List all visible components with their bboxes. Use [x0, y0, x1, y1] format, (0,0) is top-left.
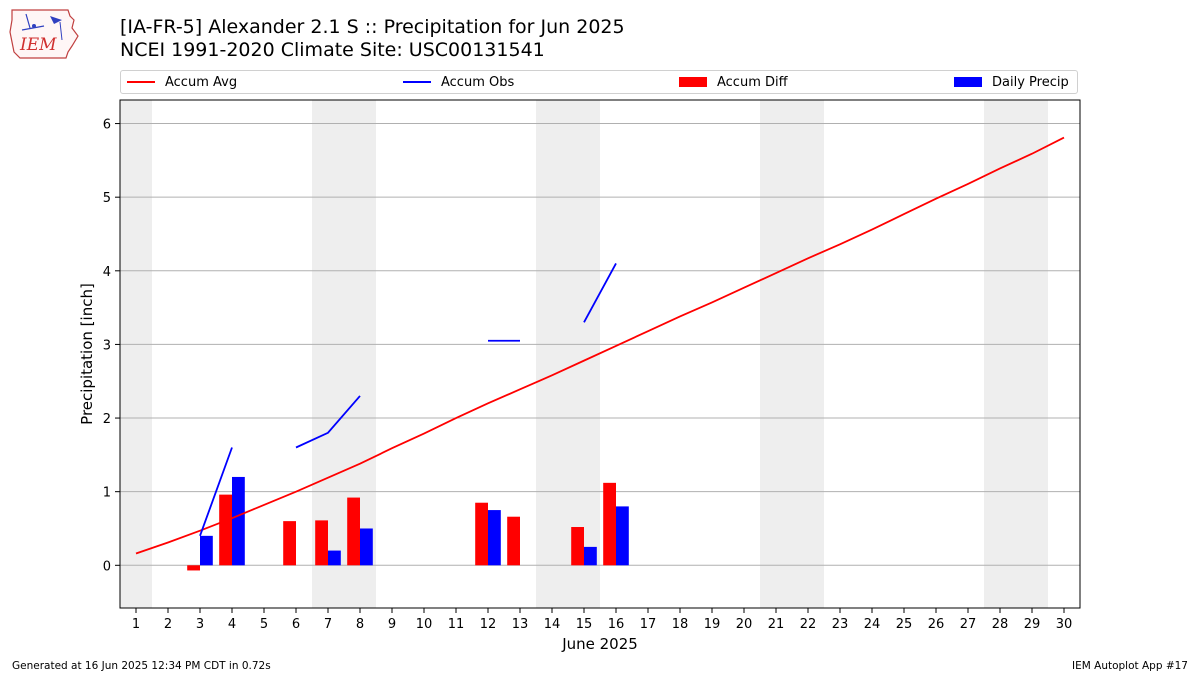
weekend-shade	[568, 100, 600, 608]
legend-swatch	[127, 81, 155, 83]
y-axis-label: Precipitation [inch]	[78, 283, 96, 425]
x-tick-label: 22	[800, 617, 817, 632]
x-tick-label: 23	[832, 617, 849, 632]
bar-daily-precip	[584, 546, 597, 566]
x-tick-label: 9	[388, 617, 396, 632]
legend-swatch	[403, 81, 431, 83]
x-tick-label: 4	[228, 617, 236, 632]
x-tick-label: 15	[576, 617, 593, 632]
x-tick-label: 11	[448, 617, 465, 632]
x-tick-label: 17	[640, 617, 657, 632]
y-tick-label: 3	[103, 338, 111, 353]
legend-item-accum-obs: Accum Obs	[403, 71, 514, 93]
x-tick-label: 12	[480, 617, 497, 632]
x-tick-label: 27	[960, 617, 977, 632]
x-tick-label: 21	[768, 617, 785, 632]
chart-title: [IA-FR-5] Alexander 2.1 S :: Precipitati…	[120, 16, 625, 38]
weekend-shade	[760, 100, 792, 608]
legend-swatch	[954, 77, 982, 87]
x-tick-label: 13	[512, 617, 529, 632]
x-tick-label: 2	[164, 617, 172, 632]
bar-accum-diff	[475, 502, 488, 566]
x-tick-label: 1	[132, 617, 140, 632]
legend-label: Daily Precip	[992, 74, 1069, 90]
x-axis-label: June 2025	[561, 635, 638, 653]
x-tick-label: 8	[356, 617, 364, 632]
line-accum-obs	[199, 447, 233, 537]
logo-text: IEM	[19, 35, 57, 55]
bar-daily-precip	[360, 528, 373, 566]
bar-daily-precip	[328, 550, 341, 566]
footer-generated: Generated at 16 Jun 2025 12:34 PM CDT in…	[12, 660, 271, 672]
y-tick-label: 2	[103, 412, 111, 427]
x-tick-label: 3	[196, 617, 204, 632]
bar-accum-diff	[187, 565, 200, 571]
y-tick-label: 6	[103, 118, 111, 133]
x-tick-label: 6	[292, 617, 300, 632]
x-tick-label: 14	[544, 617, 561, 632]
x-tick-label: 26	[928, 617, 945, 632]
bar-daily-precip	[488, 510, 501, 566]
legend-item-accum-avg: Accum Avg	[127, 71, 237, 93]
bar-accum-diff	[507, 516, 520, 566]
line-accum-avg	[135, 136, 1065, 555]
weekend-shade	[344, 100, 376, 608]
legend-swatch	[679, 77, 707, 87]
legend-item-accum-diff: Accum Diff	[679, 71, 788, 93]
bar-accum-diff	[603, 482, 616, 566]
x-tick-label: 25	[896, 617, 913, 632]
y-tick-label: 5	[103, 191, 111, 206]
bar-accum-diff	[347, 497, 360, 566]
x-tick-label: 24	[864, 617, 881, 632]
legend-label: Accum Obs	[441, 74, 515, 90]
legend: Accum Avg Accum Obs Accum Diff Daily Pre…	[120, 70, 1078, 94]
plot-area	[119, 99, 1081, 609]
line-accum-obs	[583, 263, 617, 323]
bar-accum-diff	[219, 494, 232, 566]
x-tick-label: 19	[704, 617, 721, 632]
footer-app: IEM Autoplot App #17	[1072, 660, 1188, 672]
x-tick-label: 5	[260, 617, 268, 632]
bar-accum-diff	[571, 527, 584, 566]
bar-accum-diff	[283, 521, 296, 566]
y-tick-label: 4	[103, 265, 111, 280]
bar-daily-precip	[232, 476, 245, 566]
y-tick-label: 0	[103, 559, 111, 574]
weekend-shade	[984, 100, 1016, 608]
x-tick-label: 28	[992, 617, 1009, 632]
bar-daily-precip	[200, 535, 213, 566]
y-tick-label: 1	[103, 486, 111, 501]
weekend-shade	[536, 100, 568, 608]
weekend-shade	[120, 100, 152, 608]
bar-accum-diff	[315, 520, 328, 566]
x-tick-label: 20	[736, 617, 753, 632]
bar-daily-precip	[616, 506, 629, 566]
legend-label: Accum Diff	[717, 74, 788, 90]
x-tick-label: 10	[416, 617, 433, 632]
chart-subtitle: NCEI 1991-2020 Climate Site: USC00131541	[120, 39, 545, 61]
weekend-shade	[792, 100, 824, 608]
x-tick-label: 16	[608, 617, 625, 632]
legend-item-daily-precip: Daily Precip	[954, 71, 1069, 93]
x-tick-label: 29	[1024, 617, 1041, 632]
line-accum-obs	[295, 395, 361, 449]
x-tick-label: 18	[672, 617, 689, 632]
x-tick-label: 7	[324, 617, 332, 632]
weekend-shade	[312, 100, 344, 608]
weekend-shade	[1016, 100, 1048, 608]
iem-logo: IEM	[9, 9, 79, 59]
x-tick-label: 30	[1056, 617, 1073, 632]
legend-label: Accum Avg	[165, 74, 238, 90]
